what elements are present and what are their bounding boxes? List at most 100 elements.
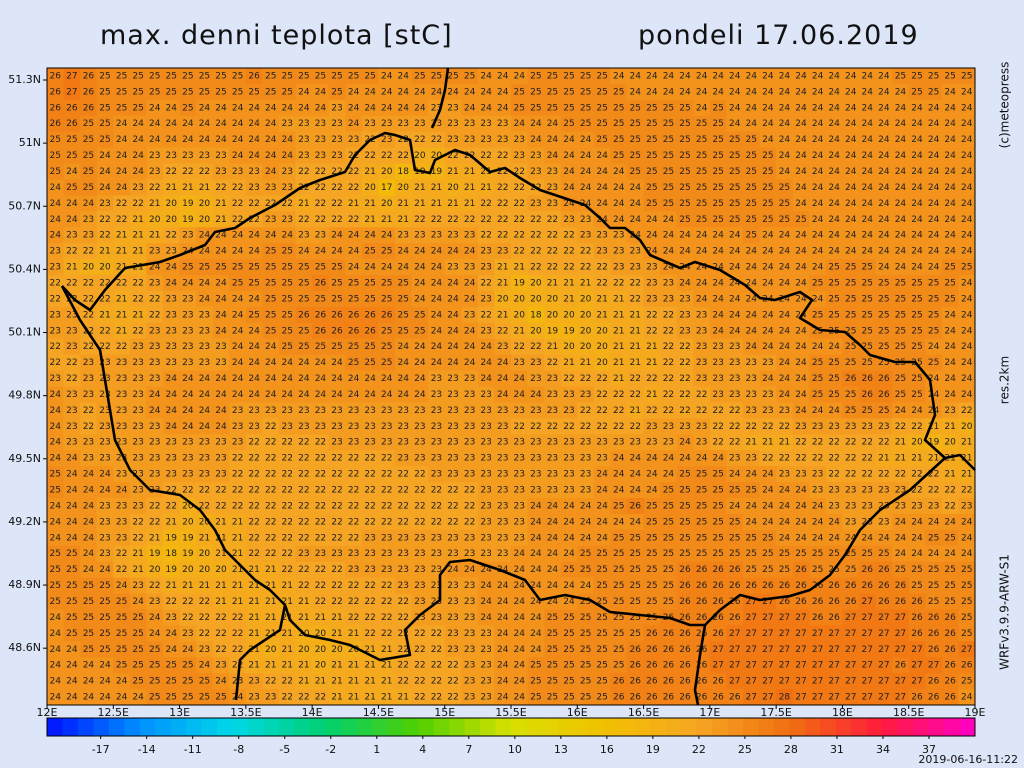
temp-cell: [113, 68, 131, 85]
temp-label: 21: [232, 597, 243, 607]
temp-label: 25: [679, 103, 690, 113]
temp-label: 25: [398, 278, 409, 288]
temp-label: 22: [414, 693, 425, 703]
temp-label: 24: [116, 135, 128, 145]
temp-label: 27: [911, 661, 922, 671]
lon-label: 16E: [567, 706, 588, 719]
temp-label: 25: [50, 167, 61, 177]
temp-label: 25: [50, 151, 61, 161]
temp-label: 23: [166, 438, 177, 448]
temp-cell: [577, 115, 595, 133]
temp-label: 24: [795, 71, 807, 81]
temp-cell: [511, 115, 529, 133]
temp-label: 26: [878, 597, 890, 607]
temp-cell: [96, 115, 114, 133]
temp-label: 27: [911, 645, 922, 655]
temp-label: 21: [215, 199, 226, 209]
temp-label: 22: [414, 215, 425, 225]
temp-label: 25: [431, 71, 442, 81]
temp-label: 22: [596, 406, 607, 416]
temp-label: 23: [315, 231, 326, 241]
colorbar-swatch: [897, 718, 914, 736]
temp-label: 24: [381, 390, 393, 400]
temp-label: 21: [348, 199, 359, 209]
temp-label: 24: [248, 135, 260, 145]
temp-label: 22: [282, 438, 293, 448]
temp-label: 24: [795, 342, 807, 352]
temp-label: 24: [497, 581, 509, 591]
temp-label: 23: [315, 119, 326, 129]
temp-label: 24: [812, 501, 824, 511]
temp-label: 24: [132, 167, 144, 177]
temp-label: 24: [646, 71, 658, 81]
temp-label: 25: [182, 661, 193, 671]
temp-label: 24: [563, 597, 575, 607]
temp-label: 24: [563, 135, 575, 145]
temp-label: 24: [679, 71, 691, 81]
temp-label: 22: [66, 374, 77, 384]
temp-cell: [477, 99, 495, 117]
temp-label: 22: [83, 310, 94, 320]
temp-label: 23: [348, 135, 359, 145]
temp-label: 24: [116, 677, 128, 687]
temp-label: 27: [828, 629, 839, 639]
temp-label: 22: [762, 422, 773, 432]
temp-label: 24: [166, 629, 178, 639]
temp-label: 22: [232, 645, 243, 655]
temp-label: 23: [331, 119, 342, 129]
temp-label: 25: [878, 326, 889, 336]
temp-label: 24: [762, 71, 774, 81]
temp-label: 24: [828, 247, 840, 257]
temp-label: 24: [166, 119, 178, 129]
temp-label: 25: [729, 486, 740, 496]
temp-label: 22: [331, 501, 342, 511]
temp-label: 19: [547, 326, 559, 336]
temp-label: 22: [315, 597, 326, 607]
temp-label: 22: [679, 374, 690, 384]
temp-label: 25: [812, 549, 823, 559]
temp-label: 26: [911, 629, 923, 639]
temp-label: 23: [315, 422, 326, 432]
temp-label: 25: [282, 326, 293, 336]
temp-label: 20: [149, 215, 161, 225]
temp-cell: [328, 83, 346, 101]
temp-label: 24: [961, 87, 973, 97]
temp-label: 24: [845, 71, 857, 81]
temp-label: 25: [265, 71, 276, 81]
temp-label: 24: [596, 486, 608, 496]
temp-label: 24: [878, 103, 890, 113]
temp-label: 25: [712, 517, 723, 527]
temp-label: 22: [580, 374, 591, 384]
temp-cell: [163, 68, 181, 85]
temp-label: 22: [431, 677, 442, 687]
temp-label: 24: [563, 151, 575, 161]
temp-label: 27: [862, 693, 873, 703]
temp-label: 23: [66, 326, 77, 336]
temp-label: 22: [265, 454, 276, 464]
credit: (c)meteopress: [998, 62, 1012, 149]
temp-label: 24: [795, 263, 807, 273]
temp-label: 22: [563, 231, 574, 241]
temp-label: 21: [928, 454, 939, 464]
temp-label: 25: [911, 342, 922, 352]
temp-label: 24: [729, 263, 741, 273]
temp-label: 22: [514, 231, 525, 241]
temp-label: 25: [746, 565, 757, 575]
temp-label: 20: [563, 310, 575, 320]
temp-cell: [378, 68, 396, 85]
temp-label: 23: [497, 486, 508, 496]
temp-label: 24: [928, 247, 940, 257]
temp-label: 25: [530, 661, 541, 671]
temp-cell: [643, 99, 661, 117]
temp-label: 27: [895, 693, 906, 703]
temp-label: 23: [480, 294, 491, 304]
temp-cell: [477, 68, 495, 85]
temp-label: 24: [215, 310, 227, 320]
temp-label: 25: [265, 247, 276, 257]
temp-label: 24: [762, 342, 774, 352]
temp-label: 26: [630, 661, 642, 671]
temp-label: 22: [348, 501, 359, 511]
temp-cell: [146, 131, 164, 149]
colorbar-label: 16: [600, 743, 614, 756]
temp-label: 22: [315, 486, 326, 496]
